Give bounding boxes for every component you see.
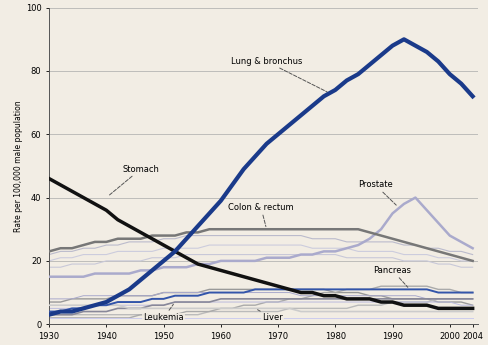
Text: Pancreas: Pancreas xyxy=(373,266,411,287)
Text: Lung & bronchus: Lung & bronchus xyxy=(231,57,327,92)
Text: Liver: Liver xyxy=(258,310,283,322)
Text: Colon & rectum: Colon & rectum xyxy=(228,203,294,227)
Text: Prostate: Prostate xyxy=(358,180,396,205)
Text: Stomach: Stomach xyxy=(108,165,159,196)
Y-axis label: Rate per 100,000 male population: Rate per 100,000 male population xyxy=(14,100,23,232)
Text: Leukemia: Leukemia xyxy=(143,304,184,322)
